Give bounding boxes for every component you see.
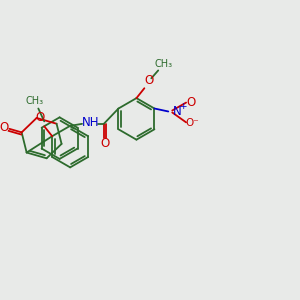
Text: O: O	[100, 137, 110, 150]
Text: CH₃: CH₃	[154, 59, 172, 70]
Text: +: +	[179, 102, 187, 111]
Text: O: O	[186, 96, 196, 109]
Text: N: N	[173, 105, 182, 118]
Text: O: O	[36, 111, 45, 124]
Text: NH: NH	[82, 116, 100, 129]
Text: O⁻: O⁻	[185, 118, 199, 128]
Text: O: O	[145, 74, 154, 87]
Text: O: O	[0, 121, 9, 134]
Text: CH₃: CH₃	[25, 96, 44, 106]
